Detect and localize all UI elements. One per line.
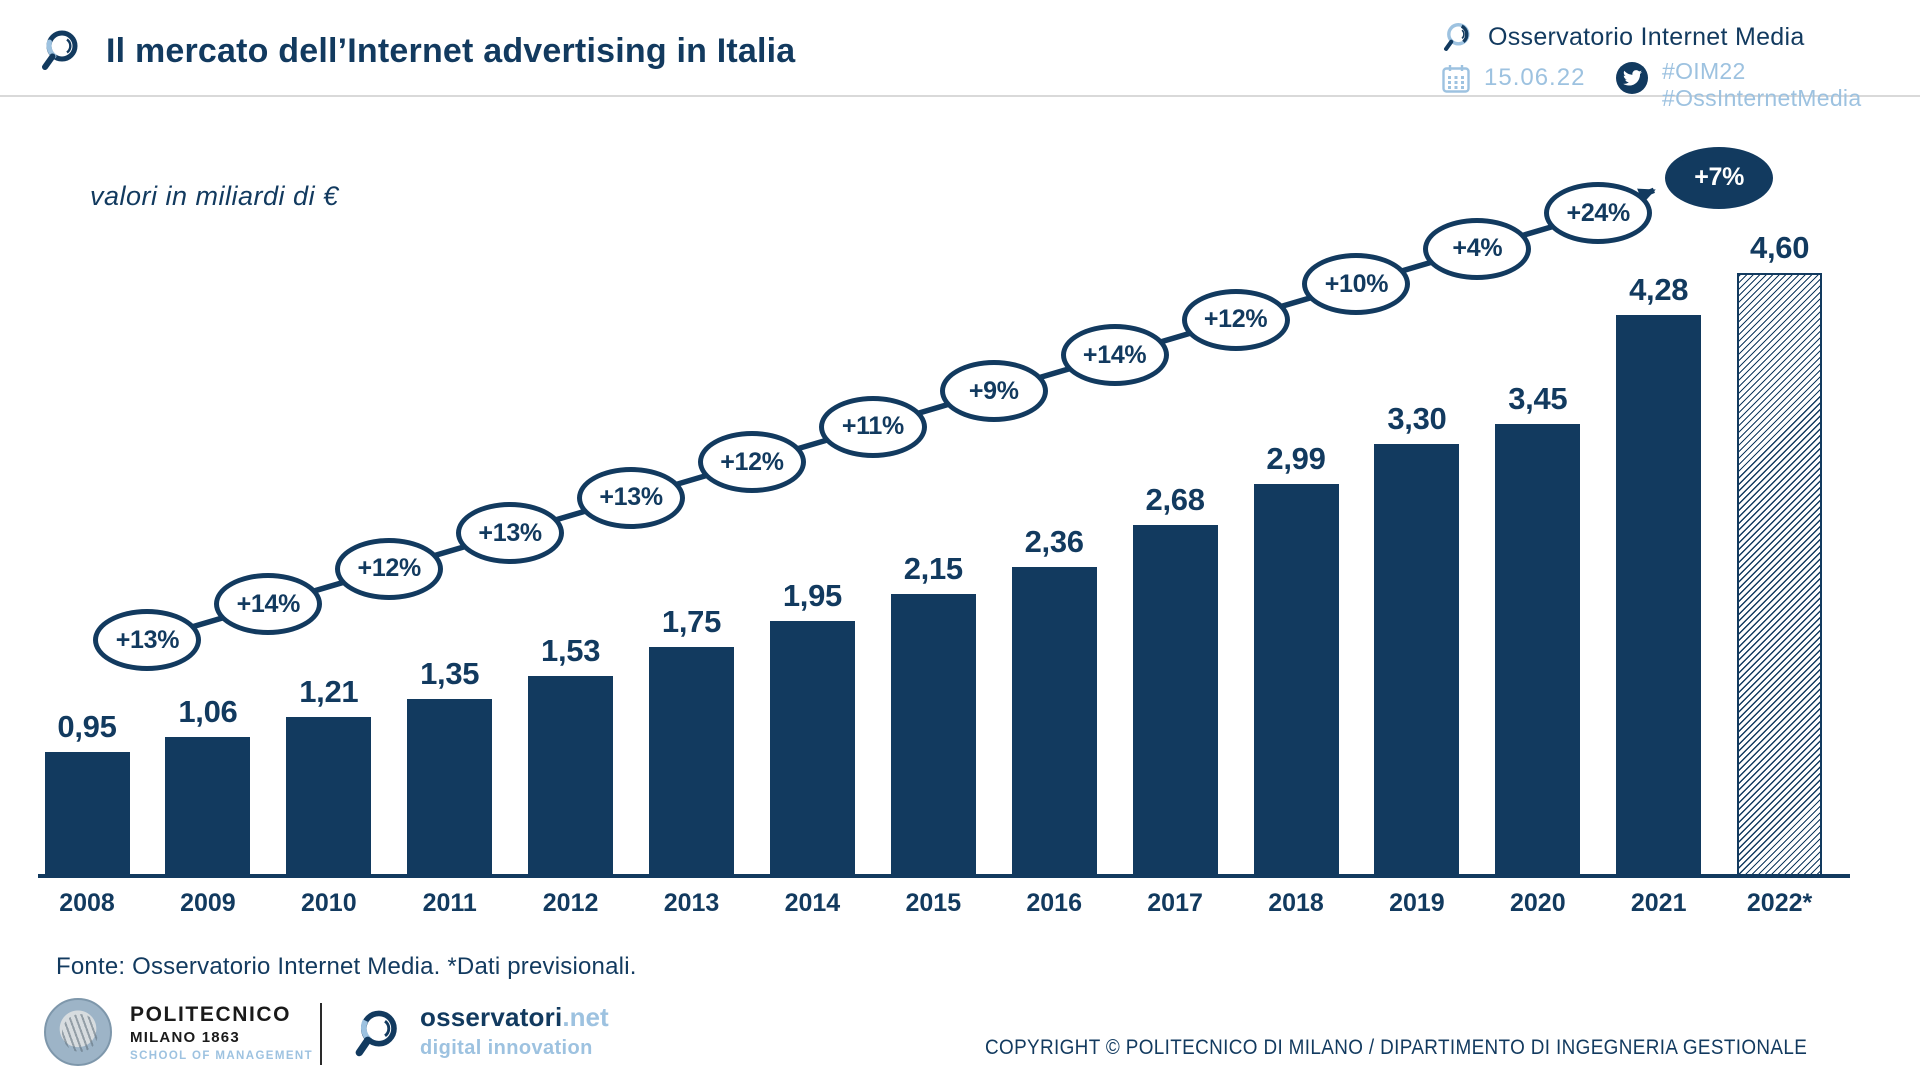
hashtag-oim22: #OIM22 — [1662, 58, 1746, 84]
bar-2019 — [1374, 444, 1460, 876]
bar-2014 — [769, 621, 855, 876]
bar-2016 — [1011, 567, 1097, 876]
value-label-2020: 3,45 — [1508, 381, 1568, 416]
x-axis-line — [38, 874, 1850, 878]
growth-bubble-2022*: +7% — [1665, 146, 1774, 209]
growth-bubble-2020: +4% — [1423, 217, 1532, 280]
hashtag-ossinternetmedia: #OssInternetMedia — [1662, 85, 1862, 111]
polimi-logo: POLITECNICO MILANO 1863 SCHOOL OF MANAGE… — [44, 998, 313, 1066]
value-label-2019: 3,30 — [1387, 401, 1447, 436]
growth-bubble-2015: +11% — [818, 395, 927, 458]
year-label-2018: 2018 — [1268, 889, 1324, 917]
twitter-icon — [1616, 62, 1648, 94]
osservatori-logo: osservatori.net digital innovation — [352, 1004, 609, 1061]
growth-bubble-2009: +13% — [93, 609, 202, 671]
bar-2018 — [1253, 484, 1339, 876]
value-label-2017: 2,68 — [1145, 482, 1205, 517]
year-label-2019: 2019 — [1389, 889, 1445, 917]
magnifier-logo-icon — [42, 30, 78, 70]
year-label-2011: 2011 — [422, 889, 477, 917]
growth-bubble-2011: +12% — [335, 537, 444, 600]
date-label: 15.06.22 — [1484, 64, 1586, 91]
year-label-2008: 2008 — [59, 889, 115, 917]
value-label-2022*: 4,60 — [1750, 230, 1810, 265]
value-label-2008: 0,95 — [57, 709, 117, 744]
growth-bubble-2017: +14% — [1060, 324, 1169, 387]
year-label-2020: 2020 — [1509, 889, 1566, 917]
year-label-2016: 2016 — [1026, 889, 1082, 917]
year-label-2013: 2013 — [663, 889, 720, 917]
observatory-magnifier-icon — [1444, 23, 1470, 51]
bar-2012 — [528, 676, 614, 876]
growth-bubble-2019: +10% — [1302, 253, 1411, 316]
year-label-2017: 2017 — [1147, 889, 1203, 917]
year-label-2012: 2012 — [542, 889, 599, 917]
osservatori-magnifier-icon — [355, 1010, 397, 1056]
osservatori-wordmark: osservatori.net digital innovation — [420, 1004, 609, 1061]
year-label-2022*: 2022* — [1746, 889, 1813, 917]
chart-subtitle: valori in miliardi di € — [90, 181, 339, 211]
bar-2022* — [1737, 273, 1823, 876]
value-label-2010: 1,21 — [299, 674, 359, 709]
bar-2009 — [165, 737, 251, 876]
header: Il mercato dell’Internet advertising in … — [0, 0, 1920, 111]
polimi-school: SCHOOL OF MANAGEMENT — [130, 1049, 314, 1062]
bar-2008 — [44, 752, 130, 876]
bar-2013 — [649, 647, 734, 876]
bar-2020 — [1495, 424, 1581, 876]
value-label-2021: 4,28 — [1629, 272, 1689, 307]
year-label-2010: 2010 — [300, 889, 357, 917]
year-label-2014: 2014 — [784, 889, 841, 917]
value-label-2013: 1,75 — [661, 604, 722, 639]
value-label-2018: 2,99 — [1266, 441, 1326, 476]
osservatori-net: .net — [562, 1002, 609, 1032]
growth-bubble-2013: +13% — [577, 466, 686, 529]
date-row: 15.06.22 #OIM22 #OssInternetMedia — [1442, 58, 1902, 112]
value-label-2016: 2,36 — [1024, 524, 1084, 559]
observatory-name: Osservatorio Internet Media — [1488, 22, 1805, 51]
osservatori-name: osservatori — [420, 1002, 563, 1032]
growth-bubble-2018: +12% — [1181, 288, 1290, 351]
growth-bubble-2016: +9% — [939, 360, 1048, 422]
value-label-2011: 1,35 — [420, 656, 480, 691]
bar-2015 — [890, 594, 976, 876]
page-title: Il mercato dell’Internet advertising in … — [106, 31, 796, 70]
bar-2017 — [1132, 525, 1218, 876]
footer-divider — [320, 1003, 322, 1065]
hashtags: #OIM22 #OssInternetMedia — [1662, 58, 1861, 112]
polimi-name: POLITECNICO — [130, 1002, 292, 1026]
title-block: Il mercato dell’Internet advertising in … — [40, 26, 795, 76]
calendar-icon — [1442, 65, 1470, 93]
polimi-city-year: MILANO 1863 — [130, 1028, 240, 1046]
value-label-2014: 1,95 — [782, 578, 842, 613]
event-meta: Osservatorio Internet Media 15.06.22 — [1442, 20, 1902, 112]
bar-2011 — [407, 699, 493, 876]
bar-2010 — [286, 717, 372, 876]
growth-bubble-2010: +14% — [214, 573, 323, 636]
growth-bubble-2012: +13% — [456, 502, 565, 565]
value-label-2009: 1,06 — [178, 694, 238, 729]
polimi-wordmark: POLITECNICO MILANO 1863 SCHOOL OF MANAGE… — [130, 1003, 313, 1062]
value-label-2012: 1,53 — [541, 633, 601, 668]
year-label-2009: 2009 — [180, 889, 236, 917]
year-label-2015: 2015 — [905, 889, 962, 917]
osservatori-tagline: digital innovation — [420, 1037, 593, 1059]
growth-bubble-2014: +12% — [697, 431, 806, 494]
growth-bubble-2021: +24% — [1544, 182, 1653, 245]
source-note: Fonte: Osservatorio Internet Media. *Dat… — [56, 953, 637, 980]
copyright: COPYRIGHT © POLITECNICO DI MILANO / DIPA… — [985, 1036, 1808, 1059]
bar-2021 — [1616, 315, 1702, 876]
polimi-seal-icon — [44, 998, 112, 1066]
year-label-2021: 2021 — [1630, 889, 1687, 917]
value-label-2015: 2,15 — [903, 551, 963, 586]
observatory-row: Osservatorio Internet Media — [1442, 20, 1902, 54]
